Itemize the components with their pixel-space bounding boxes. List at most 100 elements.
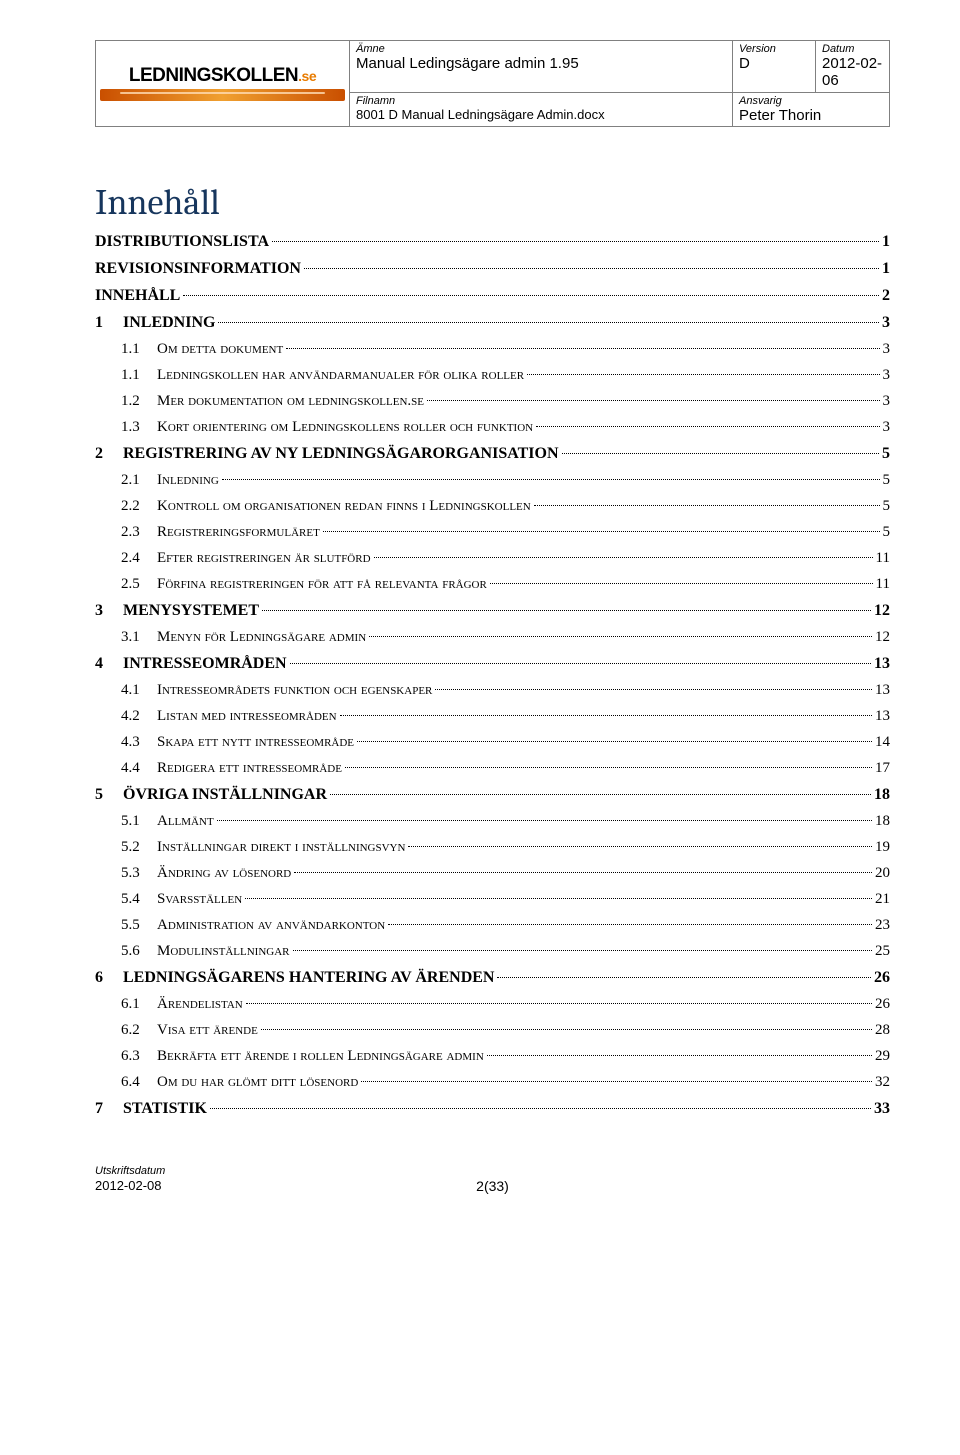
toc-entry-page: 23 — [875, 918, 890, 933]
toc-entry-number: 4.3 — [121, 735, 157, 750]
toc-entry[interactable]: 4 INTRESSEOMRÅDEN13 — [95, 656, 890, 672]
toc-entry[interactable]: 5.6 Modulinställningar25 — [95, 944, 890, 959]
toc-leader-dots — [408, 846, 872, 847]
toc-entry[interactable]: 2.4 Efter registreringen är slutförd11 — [95, 551, 890, 566]
toc-leader-dots — [294, 872, 872, 873]
header-date-cell: Datum 2012-02-06 — [816, 41, 890, 93]
toc-entry-page: 11 — [876, 551, 890, 566]
toc-entry-text: INLEDNING — [123, 315, 215, 331]
toc-leader-dots — [435, 689, 872, 690]
toc-entry-page: 29 — [875, 1049, 890, 1064]
toc-entry[interactable]: 6.3 Bekräfta ett ärende i rollen Ledning… — [95, 1049, 890, 1064]
toc-entry-text: Inledning — [157, 473, 219, 488]
toc-entry[interactable]: 6.1 Ärendelistan26 — [95, 997, 890, 1012]
toc-entry[interactable]: 4.2 Listan med intresseområden13 — [95, 709, 890, 724]
toc-entry[interactable]: 5.5 Administration av användarkonton23 — [95, 918, 890, 933]
toc-entry[interactable]: 3.1 Menyn för Ledningsägare admin12 — [95, 630, 890, 645]
toc-leader-dots — [286, 348, 879, 349]
toc-entry[interactable]: 1.1 Om detta dokument3 — [95, 342, 890, 357]
toc-entry-text: REGISTRERING AV NY LEDNINGSÄGARORGANISAT… — [123, 446, 559, 462]
footer-print-date: Utskriftsdatum 2012-02-08 — [95, 1165, 165, 1194]
logo-main-text: LEDNINGSKOLLEN — [129, 65, 298, 86]
toc-entry-number: 5.1 — [121, 814, 157, 829]
toc-entry-page: 18 — [875, 814, 890, 829]
toc-entry[interactable]: 5.1 Allmänt18 — [95, 814, 890, 829]
toc-entry[interactable]: 1.3 Kort orientering om Ledningskollens … — [95, 420, 890, 435]
toc-leader-dots — [536, 426, 879, 427]
toc-leader-dots — [345, 767, 872, 768]
toc-entry-text: MENYSYSTEMET — [123, 603, 259, 619]
footer-page-number: 2(33) — [476, 1178, 509, 1194]
toc-entry[interactable]: 6 LEDNINGSÄGARENS HANTERING AV ÄRENDEN26 — [95, 970, 890, 986]
toc-entry[interactable]: 5.3 Ändring av lösenord20 — [95, 866, 890, 881]
toc-entry[interactable]: 2.1 Inledning5 — [95, 473, 890, 488]
toc-entry-page: 33 — [874, 1101, 890, 1117]
toc-entry-number: 5.5 — [121, 918, 157, 933]
toc-entry[interactable]: 2.5 Förfina registreringen för att få re… — [95, 577, 890, 592]
toc-entry[interactable]: 4.4 Redigera ett intresseområde17 — [95, 761, 890, 776]
toc-entry-text: STATISTIK — [123, 1101, 207, 1117]
toc-leader-dots — [388, 924, 872, 925]
toc-entry-page: 26 — [874, 970, 890, 986]
toc-entry-number: 6.2 — [121, 1023, 157, 1038]
toc-entry-page: 5 — [883, 499, 891, 514]
footer-print-date-value: 2012-02-08 — [95, 1178, 162, 1193]
toc-entry-text: Skapa ett nytt intresseområde — [157, 735, 354, 750]
toc-entry[interactable]: 1 INLEDNING3 — [95, 315, 890, 331]
header-filename-cell: Filnamn 8001 D Manual Ledningsägare Admi… — [350, 92, 733, 126]
toc-entry-page: 12 — [874, 603, 890, 619]
toc-entry[interactable]: 2 REGISTRERING AV NY LEDNINGSÄGARORGANIS… — [95, 446, 890, 462]
toc-leader-dots — [245, 898, 872, 899]
toc-leader-dots — [527, 374, 879, 375]
toc-leader-dots — [340, 715, 872, 716]
toc-entry-text: Redigera ett intresseområde — [157, 761, 342, 776]
header-date-label: Datum — [822, 43, 883, 55]
toc-entry[interactable]: 6.4 Om du har glömt ditt lösenord32 — [95, 1075, 890, 1090]
toc-entry-text: INTRESSEOMRÅDEN — [123, 656, 287, 672]
toc-leader-dots — [210, 1108, 871, 1109]
logo-cell: LEDNINGSKOLLEN.se — [96, 41, 350, 127]
toc-entry-text: Menyn för Ledningsägare admin — [157, 630, 366, 645]
toc-entry[interactable]: DISTRIBUTIONSLISTA1 — [95, 234, 890, 250]
toc-entry-number: 1.3 — [121, 420, 157, 435]
toc-entry-text: Kontroll om organisationen redan finns i… — [157, 499, 531, 514]
toc-entry-text: Mer dokumentation om ledningskollen.se — [157, 394, 424, 409]
toc-entry[interactable]: 5 ÖVRIGA INSTÄLLNINGAR18 — [95, 787, 890, 803]
toc-entry[interactable]: REVISIONSINFORMATION1 — [95, 261, 890, 277]
toc-entry[interactable]: 1.1 Ledningskollen har användarmanualer … — [95, 368, 890, 383]
toc-entry[interactable]: 7 STATISTIK 33 — [95, 1101, 890, 1117]
toc-leader-dots — [261, 1029, 872, 1030]
toc-entry-text: Om du har glömt ditt lösenord — [157, 1075, 358, 1090]
toc-entry[interactable]: 3 MENYSYSTEMET 12 — [95, 603, 890, 619]
toc-entry[interactable]: 5.4 Svarsställen21 — [95, 892, 890, 907]
toc-leader-dots — [304, 268, 879, 269]
toc-entry-page: 17 — [875, 761, 890, 776]
toc-entry-text: Listan med intresseområden — [157, 709, 337, 724]
toc-entry-number: 4 — [95, 656, 123, 672]
toc-entry[interactable]: INNEHÅLL2 — [95, 288, 890, 304]
toc-entry-number: 5.3 — [121, 866, 157, 881]
toc-entry-number: 5.2 — [121, 840, 157, 855]
toc-entry-text: Ledningskollen har användarmanualer för … — [157, 368, 524, 383]
toc-entry-number: 6.1 — [121, 997, 157, 1012]
toc-leader-dots — [262, 610, 871, 611]
toc-entry[interactable]: 1.2 Mer dokumentation om ledningskollen.… — [95, 394, 890, 409]
toc-entry[interactable]: 5.2 Inställningar direkt i inställningsv… — [95, 840, 890, 855]
toc-entry[interactable]: 4.1 Intresseområdets funktion och egensk… — [95, 683, 890, 698]
toc-entry-text: Ändring av lösenord — [157, 866, 291, 881]
toc-entry-page: 3 — [883, 342, 891, 357]
toc-entry[interactable]: 2.2 Kontroll om organisationen redan fin… — [95, 499, 890, 514]
toc-entry-text: Visa ett ärende — [157, 1023, 258, 1038]
toc-entry-number: 7 — [95, 1101, 123, 1117]
toc-entry-number: 1.1 — [121, 368, 157, 383]
toc-entry-text: Om detta dokument — [157, 342, 283, 357]
toc-entry[interactable]: 6.2 Visa ett ärende28 — [95, 1023, 890, 1038]
toc-leader-dots — [222, 479, 880, 480]
toc-leader-dots — [218, 322, 879, 323]
toc-entry[interactable]: 4.3 Skapa ett nytt intresseområde14 — [95, 735, 890, 750]
toc-leader-dots — [361, 1081, 872, 1082]
toc-entry[interactable]: 2.3 Registreringsformuläret5 — [95, 525, 890, 540]
toc-entry-number: 3 — [95, 603, 123, 619]
toc-entry-number: 5 — [95, 787, 123, 803]
page-title: Innehåll — [95, 182, 890, 223]
